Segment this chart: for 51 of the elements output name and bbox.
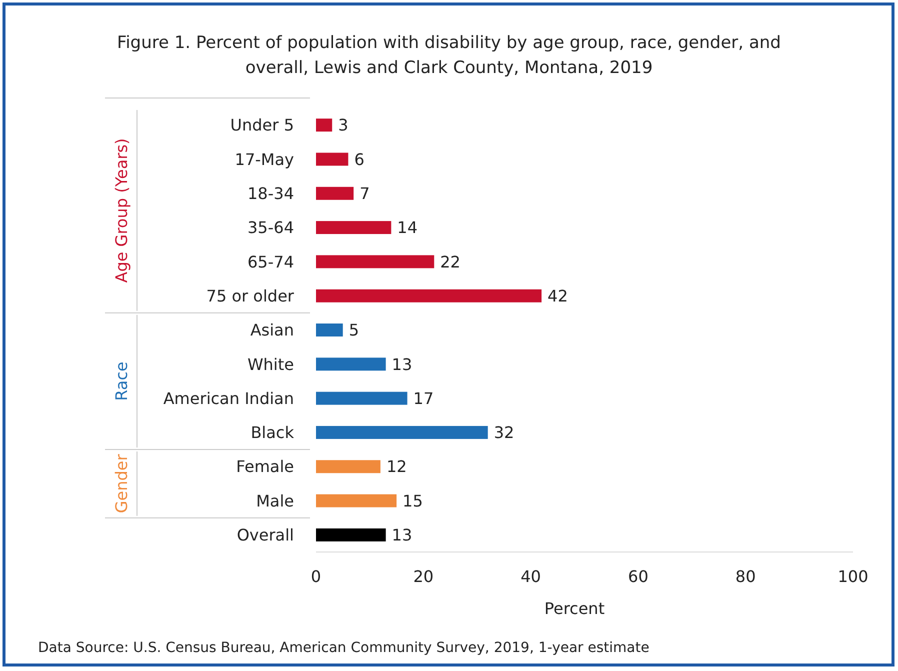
bar [316,460,380,474]
y-tick-label: Under 5 [230,116,294,135]
x-tick-label: 40 [520,567,541,586]
y-tick-label: 18-34 [248,184,294,203]
bar [316,426,488,439]
y-tick-label: Female [236,457,294,476]
x-tick-label: 60 [628,567,648,586]
y-tick-label: 35-64 [248,218,294,238]
x-tick-label: 80 [735,567,756,586]
bar [316,152,348,166]
data-label: 13 [392,354,412,374]
bar [316,289,542,302]
data-label: 42 [548,286,568,306]
data-label: 32 [494,423,514,442]
text: Age Group (Years) [112,138,131,283]
data-label: 7 [360,184,370,203]
data-label: 15 [402,491,423,510]
y-tick-label: Black [250,423,295,442]
y-tick-label: 75 or older [206,286,294,306]
x-axis-title: Percent [544,599,605,618]
y-tick-label: 17-May [234,150,294,169]
x-tick-label: 0 [310,567,322,586]
y-tick-label: White [247,354,294,374]
bar [316,221,392,234]
bar [316,392,408,405]
data-label: 13 [392,526,412,545]
y-tick-label: American Indian [163,388,294,408]
x-tick-label: 20 [413,567,434,586]
bar [316,358,386,371]
bar [316,324,343,336]
y-tick-label: Overall [236,526,294,545]
data-label: 6 [354,150,364,169]
data-label: 3 [338,116,348,135]
source-note: Data Source: U.S. Census Bureau, American Community Survey, 2019, 1-year estimate [38,640,650,656]
bar [316,186,354,200]
data-label: 17 [413,388,434,408]
bar [316,528,386,542]
data-label: 5 [348,320,360,340]
x-tick-label: 100 [838,567,868,586]
data-label: 14 [397,218,418,238]
y-tick-label: 65-74 [248,252,294,272]
bar [316,494,397,508]
text: Race [112,362,131,401]
y-tick-label: Male [256,491,294,510]
bar [316,255,434,268]
bar [316,118,332,132]
y-tick-label: Asian [250,320,294,340]
text: Gender [112,454,131,514]
chart-title: Figure 1. Percent of population with disability by age group, race, gender, and overall, Lewis and Clark County, Montana, 2019 [117,33,781,78]
data-label: 22 [440,252,460,272]
data-label: 12 [386,457,407,476]
